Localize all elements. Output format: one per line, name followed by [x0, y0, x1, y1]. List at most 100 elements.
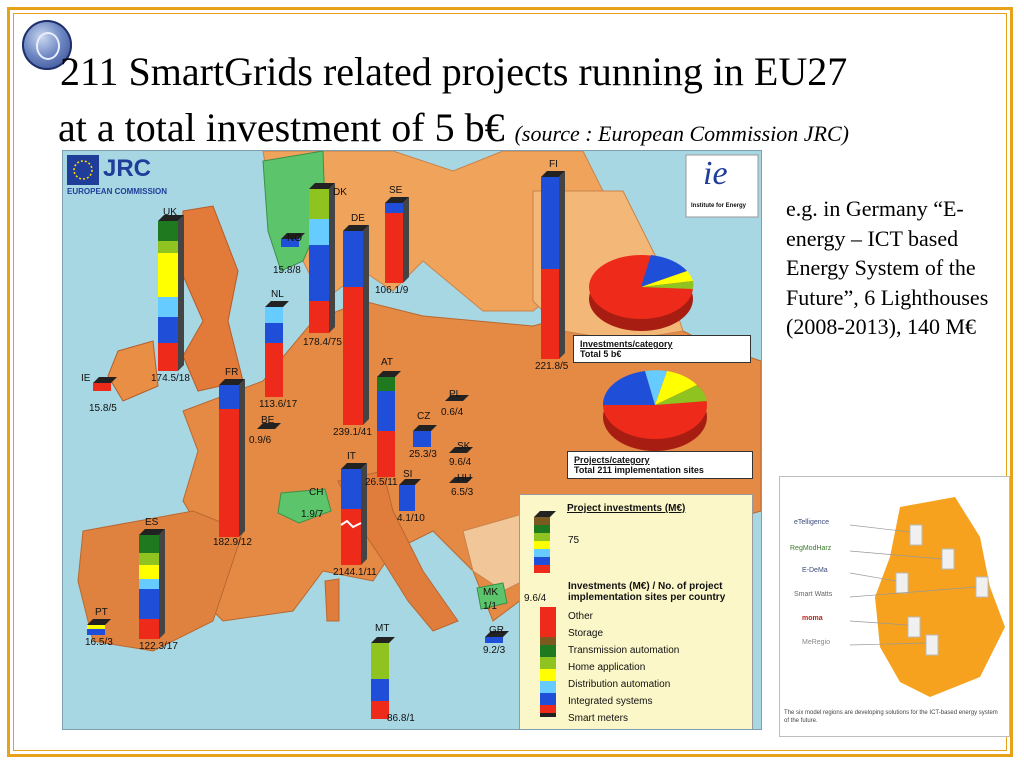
country-value-dk: 178.4/75 [303, 337, 342, 348]
legend-swatches [534, 511, 556, 717]
country-code-es: ES [145, 517, 159, 528]
bar-uk [158, 215, 184, 371]
bar-es [139, 529, 165, 639]
sardinia-land [324, 578, 340, 622]
country-value-se: 106.1/9 [375, 285, 409, 296]
country-code-mt: MT [375, 623, 390, 634]
bar-si [399, 479, 421, 511]
country-value-no: 15.8/8 [273, 265, 301, 276]
country-code-gr: GR [489, 625, 504, 636]
bar-pt [87, 619, 111, 635]
country-code-fr: FR [225, 367, 239, 378]
slide-frame-outer [7, 7, 1013, 757]
country-code-pl: PL [449, 389, 462, 400]
switzerland-land [277, 488, 332, 524]
bar-ie [93, 377, 117, 391]
pie-projects-title: Projects/category [574, 455, 650, 465]
slide-frame-inner [13, 13, 1007, 751]
country-code-nl: NL [271, 289, 284, 300]
slide-title: 211 SmartGrids related projects running … [58, 44, 1000, 150]
bar-nl [265, 301, 289, 397]
country-value-ie: 15.8/5 [89, 403, 117, 414]
title-line-2-text: at a total investment of 5 b€ [58, 105, 515, 150]
inset-label-regmodharz: RegModHarz [790, 545, 832, 552]
inset-label-smartwatts: Smart Watts [794, 591, 833, 598]
bar-mt [371, 637, 395, 719]
country-value-gr: 9.2/3 [483, 645, 506, 656]
country-code-fi: FI [549, 159, 558, 170]
pie-investments-title: Investments/category [580, 339, 673, 349]
legend-header: Project investments (M€) [567, 503, 686, 514]
inset-label-meregio: MeRegio [802, 639, 831, 646]
inset-label-edema: E-DeMa [802, 567, 828, 574]
country-code-de: DE [351, 213, 365, 224]
country-code-be: BE [261, 415, 275, 426]
title-source: (source : European Commission JRC) [514, 121, 849, 146]
pie-projects-sub: Total 211 implementation sites [574, 465, 704, 475]
bar-cz [413, 425, 437, 447]
bar-dk [309, 183, 335, 333]
country-code-uk: UK [163, 207, 177, 218]
country-code-dk: DK [333, 187, 347, 198]
legend-subheader: Investments (M€) / No. of project implem… [568, 581, 726, 603]
country-value-sk: 9.6/4 [449, 457, 472, 468]
legend-item-distribution: Distribution automation [568, 679, 671, 690]
country-value-de: 239.1/41 [333, 427, 372, 438]
bar-hu [449, 477, 473, 483]
inset-label-etelligence: eTelligence [794, 519, 830, 526]
country-value-si: 4.1/10 [397, 513, 425, 524]
country-value-at: 26.5/11 [365, 477, 398, 488]
country-code-hu: HU [457, 473, 472, 484]
pie-investments-sub: Total 5 b€ [580, 349, 622, 359]
legend-item-transmission: Transmission automation [568, 645, 680, 656]
pie-projects-label: Projects/category Total 211 implementati… [567, 451, 753, 479]
country-code-pt: PT [95, 607, 108, 618]
country-code-mk: MK [483, 587, 498, 598]
ireland-land [107, 340, 159, 402]
inset-label-moma: moma [802, 615, 823, 622]
country-code-cz: CZ [417, 411, 431, 422]
bar-fi [541, 171, 565, 359]
country-code-it: IT [347, 451, 356, 462]
bar-no [281, 233, 305, 247]
legend-example-value: 9.6/4 [524, 593, 547, 604]
pie-projects-category [602, 370, 707, 451]
country-value-cz: 25.3/3 [409, 449, 437, 460]
title-line-1: 211 SmartGrids related projects running … [60, 49, 848, 94]
country-code-ch: CH [309, 487, 324, 498]
country-value-nl: 113.6/17 [259, 399, 298, 410]
country-value-pl: 0.6/4 [441, 407, 464, 418]
country-value-uk: 174.5/18 [151, 373, 190, 384]
side-text: e.g. in Germany “E-energy – ICT based En… [786, 196, 989, 339]
bar-at [377, 371, 401, 477]
bar-se [385, 197, 409, 283]
bar-gr [485, 631, 509, 643]
bar-it [340, 463, 367, 565]
country-code-se: SE [389, 185, 403, 196]
title-line-2: at a total investment of 5 b€ (source : … [58, 100, 849, 162]
country-value-be: 0.9/6 [249, 435, 272, 446]
country-value-pt: 16.5/3 [85, 637, 113, 648]
legend-item-home: Home application [568, 662, 646, 673]
ie-logo-sub: Institute for Energy [691, 203, 747, 209]
country-code-si: SI [403, 469, 413, 480]
ie-logo-box [685, 154, 759, 218]
country-code-ie: IE [81, 373, 91, 384]
legend-item-integrated: Integrated systems [568, 696, 653, 707]
university-logo-icon [22, 20, 72, 70]
bar-be [257, 423, 281, 429]
bar-pl [445, 395, 469, 401]
country-code-no: NO [287, 233, 302, 244]
legend-item-other: Other [568, 611, 594, 622]
italy-land [337, 470, 459, 632]
pie-investments-category [589, 255, 694, 331]
jrc-label: JRC [103, 155, 152, 182]
ie-logo-text: ie [703, 155, 728, 192]
germany-inset-graphics [849, 497, 1005, 697]
bar-sk [449, 447, 473, 453]
country-value-it: 2144.1/11 [333, 567, 377, 578]
map-legend: Project investments (M€) 75 9.6/4 Invest… [519, 494, 753, 729]
country-code-at: AT [381, 357, 394, 368]
legend-item-smart-meters: Smart meters [568, 713, 629, 724]
inset-caption: The six model regions are developing sol… [784, 710, 998, 724]
